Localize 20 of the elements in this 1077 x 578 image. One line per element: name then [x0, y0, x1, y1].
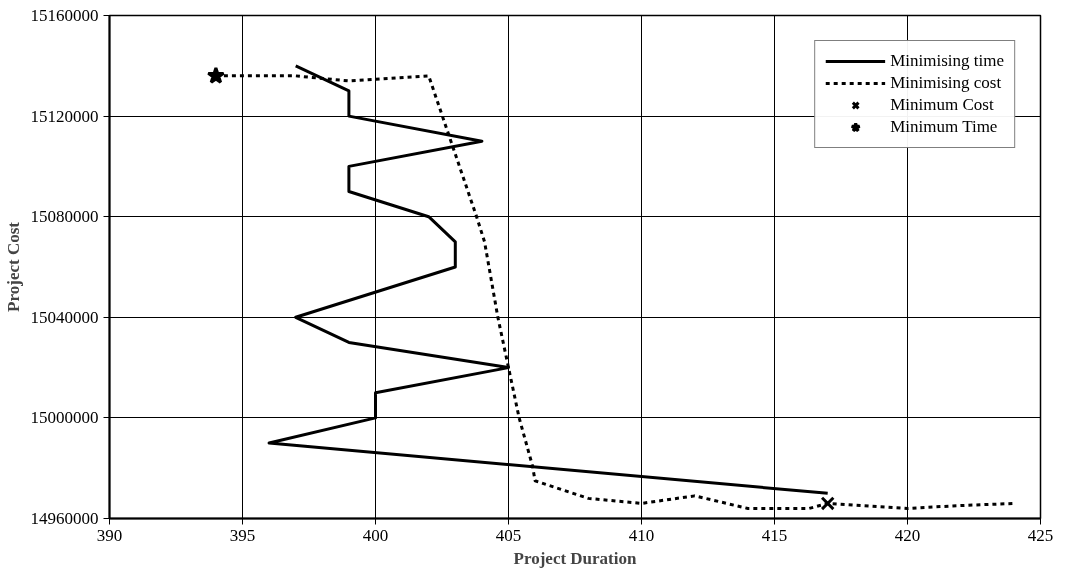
x-tick-label: 390 — [96, 525, 123, 545]
y-tick-label: 15040000 — [30, 307, 99, 327]
x-tick-label: 425 — [1027, 525, 1054, 545]
legend-label: Minimum Time — [890, 117, 998, 137]
x-tick-label: 410 — [628, 525, 655, 545]
y-tick-label: 15080000 — [30, 207, 99, 227]
y-tick-label: 15000000 — [30, 408, 99, 428]
y-tick-label: 14960000 — [30, 509, 99, 528]
legend-label: Minimising time — [890, 51, 1004, 71]
y-axis-title: Project Cost — [3, 221, 23, 312]
x-tick-label: 395 — [229, 525, 256, 545]
x-tick-label: 420 — [894, 525, 921, 545]
y-tick-label: 15160000 — [30, 6, 99, 25]
x-tick-label: 400 — [362, 525, 389, 545]
y-tick-label: 15120000 — [30, 106, 99, 126]
x-tick-label: 415 — [761, 525, 788, 545]
legend-label: Minimising cost — [890, 73, 1002, 93]
x-axis-title: Project Duration — [513, 548, 637, 568]
legend-label: Minimum Cost — [890, 95, 994, 115]
x-tick-label: 405 — [495, 525, 522, 545]
